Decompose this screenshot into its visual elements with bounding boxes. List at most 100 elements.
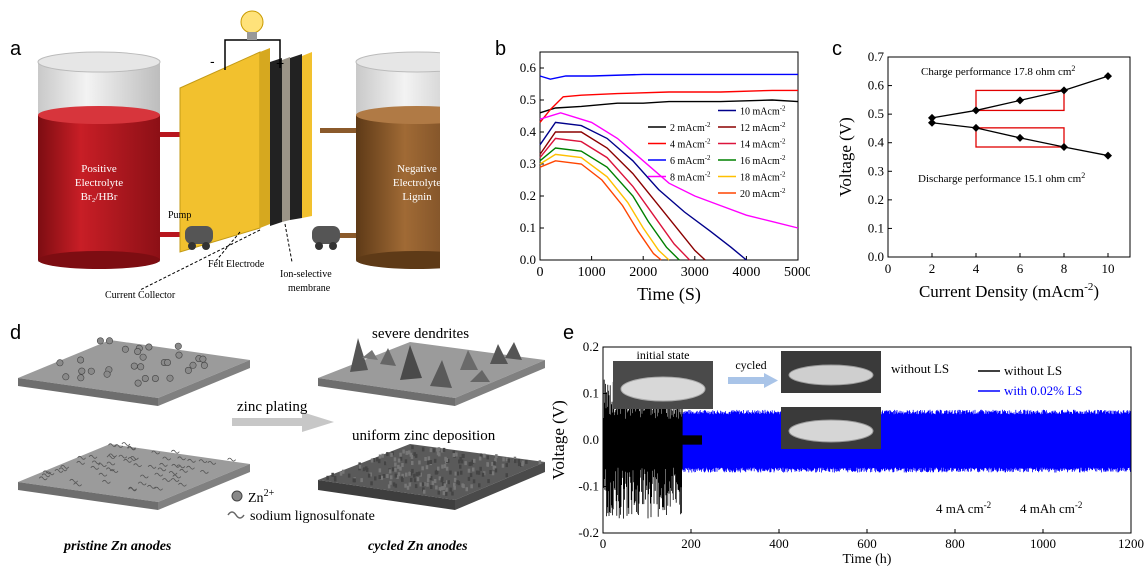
cycled-arrow-shaft <box>728 377 764 384</box>
zinc-grain <box>414 484 418 489</box>
chart-b-series-8 <box>539 112 799 229</box>
zinc-grain <box>467 468 471 473</box>
chart-b-xtick-label: 4000 <box>732 265 760 280</box>
zinc-grain <box>444 491 448 496</box>
zinc-grain <box>493 466 497 470</box>
without-ls-coin <box>788 364 874 386</box>
zinc-grain <box>393 457 397 462</box>
ls-molecule <box>170 449 180 454</box>
chart-c-ytick-label: 0.3 <box>868 163 884 178</box>
chart-e-xtick-label: 800 <box>945 536 965 551</box>
chart-b-series-14 <box>539 137 691 261</box>
chart-e-current-annotation: 4 mA cm-2 <box>936 500 991 516</box>
chart-b-xtick-label: 0 <box>537 265 544 280</box>
zinc-grain <box>434 470 438 475</box>
chart-b-series-4 <box>539 89 798 123</box>
zn-ion-ball <box>189 361 197 369</box>
zinc-grain <box>486 462 489 467</box>
chart-b-ytick-label: 0.0 <box>520 252 536 267</box>
zinc-grain <box>491 462 494 466</box>
chart-b-legend-label: 20 mAcm-2 <box>740 187 786 200</box>
zinc-grain <box>472 467 475 472</box>
ls-molecule <box>109 469 119 473</box>
zinc-grain <box>461 453 465 458</box>
pipe-bottom-left <box>160 232 190 237</box>
zinc-grain <box>538 460 542 465</box>
zinc-grain <box>418 471 421 476</box>
chart-b-xtick-label: 3000 <box>681 265 709 280</box>
ls-molecule <box>77 455 86 460</box>
zinc-grain <box>377 459 381 464</box>
zinc-grain <box>452 450 455 455</box>
minus-sign: - <box>210 53 215 69</box>
zinc-grain <box>410 477 413 482</box>
zinc-grain <box>353 478 356 483</box>
zinc-grain <box>358 464 362 469</box>
chart-e-ytick-label: 0.0 <box>583 432 599 447</box>
chart-e-ytick-label: 0.2 <box>583 339 599 354</box>
zinc-grain <box>458 459 461 464</box>
zinc-grain <box>397 472 401 477</box>
ls-molecule <box>54 469 64 473</box>
chart-b-series-6 <box>539 73 798 80</box>
severe-dendrites-label: severe dendrites <box>372 326 469 342</box>
chart-b-legend-label: 18 mAcm-2 <box>740 171 786 184</box>
ls-molecule <box>127 446 137 451</box>
initial-state-coin <box>620 376 706 402</box>
zinc-grain <box>347 473 351 478</box>
ls-molecule <box>179 468 189 473</box>
zinc-grain <box>399 452 402 457</box>
ls-molecule <box>176 464 186 469</box>
zinc-grain <box>483 453 486 458</box>
zinc-grain <box>445 487 448 492</box>
zinc-grain <box>387 484 391 489</box>
chart-b-series-12 <box>539 131 706 261</box>
zinc-grain <box>449 487 452 492</box>
zinc-grain <box>404 459 408 464</box>
zinc-grain <box>464 461 467 466</box>
chart-e-xlabel: Time (h) <box>843 552 892 567</box>
zinc-grain <box>369 472 372 477</box>
zn-ion-ball <box>77 374 85 382</box>
zinc-grain <box>455 452 458 457</box>
ls-molecule <box>168 471 178 475</box>
chart-b-legend-label: 10 mAcm-2 <box>740 105 786 118</box>
chart-c-ylabel: Voltage (V) <box>836 117 855 196</box>
chart-e-xtick-label: 400 <box>769 536 789 551</box>
zn-ion-ball <box>96 337 104 345</box>
zinc-anode-diagram: zinc plating severe dendrites uniform zi… <box>18 326 545 554</box>
chart-e-xtick-label: 1000 <box>1030 536 1056 551</box>
zinc-grain <box>326 475 329 480</box>
zinc-grain <box>456 471 460 476</box>
ls-molecule <box>98 472 108 477</box>
ls-molecule <box>60 465 70 469</box>
chart-b-legend-label: 14 mAcm-2 <box>740 138 786 151</box>
zinc-grain <box>333 476 337 480</box>
ls-molecule <box>88 454 98 459</box>
zinc-grain <box>362 467 365 472</box>
uniform-deposition-label: uniform zinc deposition <box>352 428 496 444</box>
zinc-grain <box>365 467 369 472</box>
zinc-grain <box>460 459 464 464</box>
zinc-grain <box>397 458 401 463</box>
pristine-plate-top <box>18 340 250 406</box>
zinc-grain <box>449 470 452 475</box>
zinc-grain <box>411 461 414 465</box>
lignosulfonate-legend-label: sodium lignosulfonate <box>250 509 375 524</box>
chart-b-legend-label: 6 mAcm-2 <box>670 154 711 167</box>
zinc-grain <box>421 482 425 487</box>
chart-c-xtick-label: 6 <box>1017 261 1024 276</box>
membrane-label-1: Ion-selective <box>280 269 332 280</box>
zinc-grain <box>457 481 461 486</box>
chart-b-legend-label: 8 mAcm-2 <box>670 171 711 184</box>
pipe-top-right <box>320 128 356 133</box>
chart-c-point <box>1104 72 1112 81</box>
chart-b-xtick-label: 2000 <box>629 265 657 280</box>
zinc-grain <box>443 464 447 469</box>
chart-c-frame <box>887 56 1131 258</box>
chart-c-charge-annotation: Charge performance 17.8 ohm cm2 <box>921 64 1075 78</box>
chart-b-ytick-label: 0.3 <box>520 156 536 171</box>
zinc-grain <box>446 480 449 485</box>
zinc-grain <box>505 463 508 468</box>
zn-ion-ball <box>121 345 129 353</box>
